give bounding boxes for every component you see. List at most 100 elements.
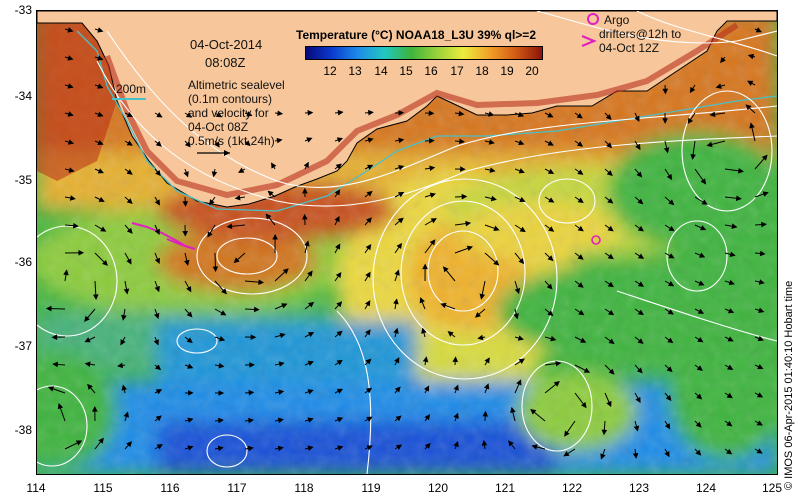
velocity-arrowhead [696, 365, 703, 371]
velocity-arrowhead [336, 417, 344, 423]
velocity-arrowhead [513, 313, 519, 320]
velocity-arrowhead [759, 250, 766, 257]
velocity-arrowhead [577, 254, 584, 260]
velocity-arrowhead [267, 190, 274, 197]
sst-map [37, 11, 777, 474]
velocity-arrowhead [484, 357, 490, 364]
velocity-arrowhead [481, 439, 488, 446]
velocity-arrowhead [278, 361, 285, 367]
velocity-arrowhead [394, 357, 400, 364]
velocity-arrowhead [220, 310, 227, 316]
velocity-arrowhead [555, 360, 562, 367]
velocity-arrowhead [218, 362, 225, 369]
altimetry-note-5: 0.5m/s (1kt 24h) [188, 134, 275, 148]
velocity-arrowhead [715, 83, 722, 89]
velocity-arrowhead [336, 359, 343, 366]
velocity-arrowhead [697, 308, 705, 314]
velocity-arrowhead [87, 383, 93, 390]
velocity-arrowhead [577, 225, 584, 232]
velocity-arrowhead [395, 415, 402, 422]
velocity-arrowhead [580, 402, 587, 409]
isobath-legend-label: 200m [116, 82, 147, 96]
velocity-arrowhead [607, 197, 614, 204]
velocity-arrowhead [155, 389, 163, 395]
velocity-arrowhead [508, 440, 514, 447]
velocity-arrowhead [606, 170, 613, 176]
velocity-arrowhead [265, 213, 272, 220]
velocity-arrowhead [518, 358, 525, 364]
velocity-arrowhead [155, 415, 162, 422]
velocity-arrowhead [518, 258, 525, 265]
velocity-arrowhead [215, 111, 223, 118]
colorbar-tick: 20 [525, 64, 539, 78]
velocity-arrowhead [334, 189, 341, 196]
velocity-arrowhead [126, 441, 132, 448]
altimetry-note-1: Altimetric sealevel [188, 78, 285, 92]
velocity-arrowhead [84, 337, 91, 343]
velocity-arrowhead [547, 255, 554, 262]
velocity-arrowhead [720, 57, 726, 64]
velocity-arrowhead [84, 361, 91, 368]
velocity-arrowhead [271, 162, 277, 169]
velocity-arrowhead [336, 330, 343, 337]
velocity-arrowhead [519, 226, 526, 233]
velocity-arrowhead [547, 168, 555, 174]
velocity-arrowhead [665, 394, 672, 401]
velocity-arrowhead [637, 281, 645, 287]
velocity-arrowhead [226, 223, 233, 230]
velocity-arrowhead [217, 417, 224, 424]
velocity-arrowhead [518, 139, 525, 146]
colorbar-tick: 14 [374, 64, 388, 78]
velocity-arrowhead [667, 309, 674, 315]
velocity-arrowhead [258, 279, 265, 285]
colorbar-tick: 17 [450, 64, 464, 78]
x-tick: 122 [561, 481, 583, 495]
velocity-arrowhead [546, 283, 553, 290]
velocity-arrowhead [695, 421, 702, 428]
velocity-arrowhead [664, 450, 670, 458]
velocity-arrowhead [214, 141, 220, 148]
velocity-arrowhead [605, 114, 612, 121]
velocity-arrowhead [634, 115, 640, 122]
velocity-arrowhead [365, 300, 371, 307]
velocity-arrowhead [398, 165, 405, 171]
velocity-arrowhead [67, 139, 75, 145]
velocity-arrowhead [156, 112, 163, 118]
y-tick: -34 [14, 89, 32, 103]
velocity-arrowhead [493, 259, 500, 266]
velocity-arrowhead [577, 169, 584, 175]
velocity-arrowhead [218, 390, 225, 396]
velocity-arrowhead [422, 263, 428, 270]
colorbar-tick: 13 [348, 64, 362, 78]
velocity-arrowhead [637, 338, 644, 344]
velocity-arrowhead [666, 366, 673, 373]
velocity-arrowhead [516, 379, 522, 386]
velocity-arrowhead [126, 140, 133, 146]
velocity-arrowhead [365, 387, 373, 394]
velocity-arrowhead [366, 217, 372, 224]
velocity-arrowhead [92, 406, 98, 412]
credit-text: © IMOS 06-Apr-2015 01:40:10 Hobart time [783, 280, 795, 490]
velocity-arrowhead [530, 408, 537, 415]
velocity-arrowhead [244, 140, 251, 147]
velocity-arrowhead [460, 166, 466, 172]
velocity-arrowhead [97, 55, 104, 61]
velocity-arrowhead [304, 240, 310, 247]
velocity-arrowhead [421, 327, 427, 334]
velocity-arrowhead [307, 389, 314, 395]
velocity-arrowhead [52, 361, 59, 368]
velocity-arrowhead [637, 253, 645, 259]
velocity-arrowhead [393, 327, 399, 334]
drifter-note-2: 04-Oct 12Z [599, 41, 660, 55]
velocity-arrowhead [47, 386, 55, 392]
velocity-arrowhead [706, 141, 713, 148]
velocity-arrowhead [366, 416, 373, 422]
velocity-arrowhead [337, 445, 344, 451]
velocity-arrowhead [337, 109, 344, 116]
velocity-arrowhead [117, 362, 124, 369]
sealevel-contours [37, 11, 777, 474]
velocity-arrowhead [422, 356, 429, 363]
velocity-arrowhead [514, 287, 521, 295]
velocity-arrowhead [701, 199, 708, 205]
velocity-arrowhead [428, 138, 435, 144]
